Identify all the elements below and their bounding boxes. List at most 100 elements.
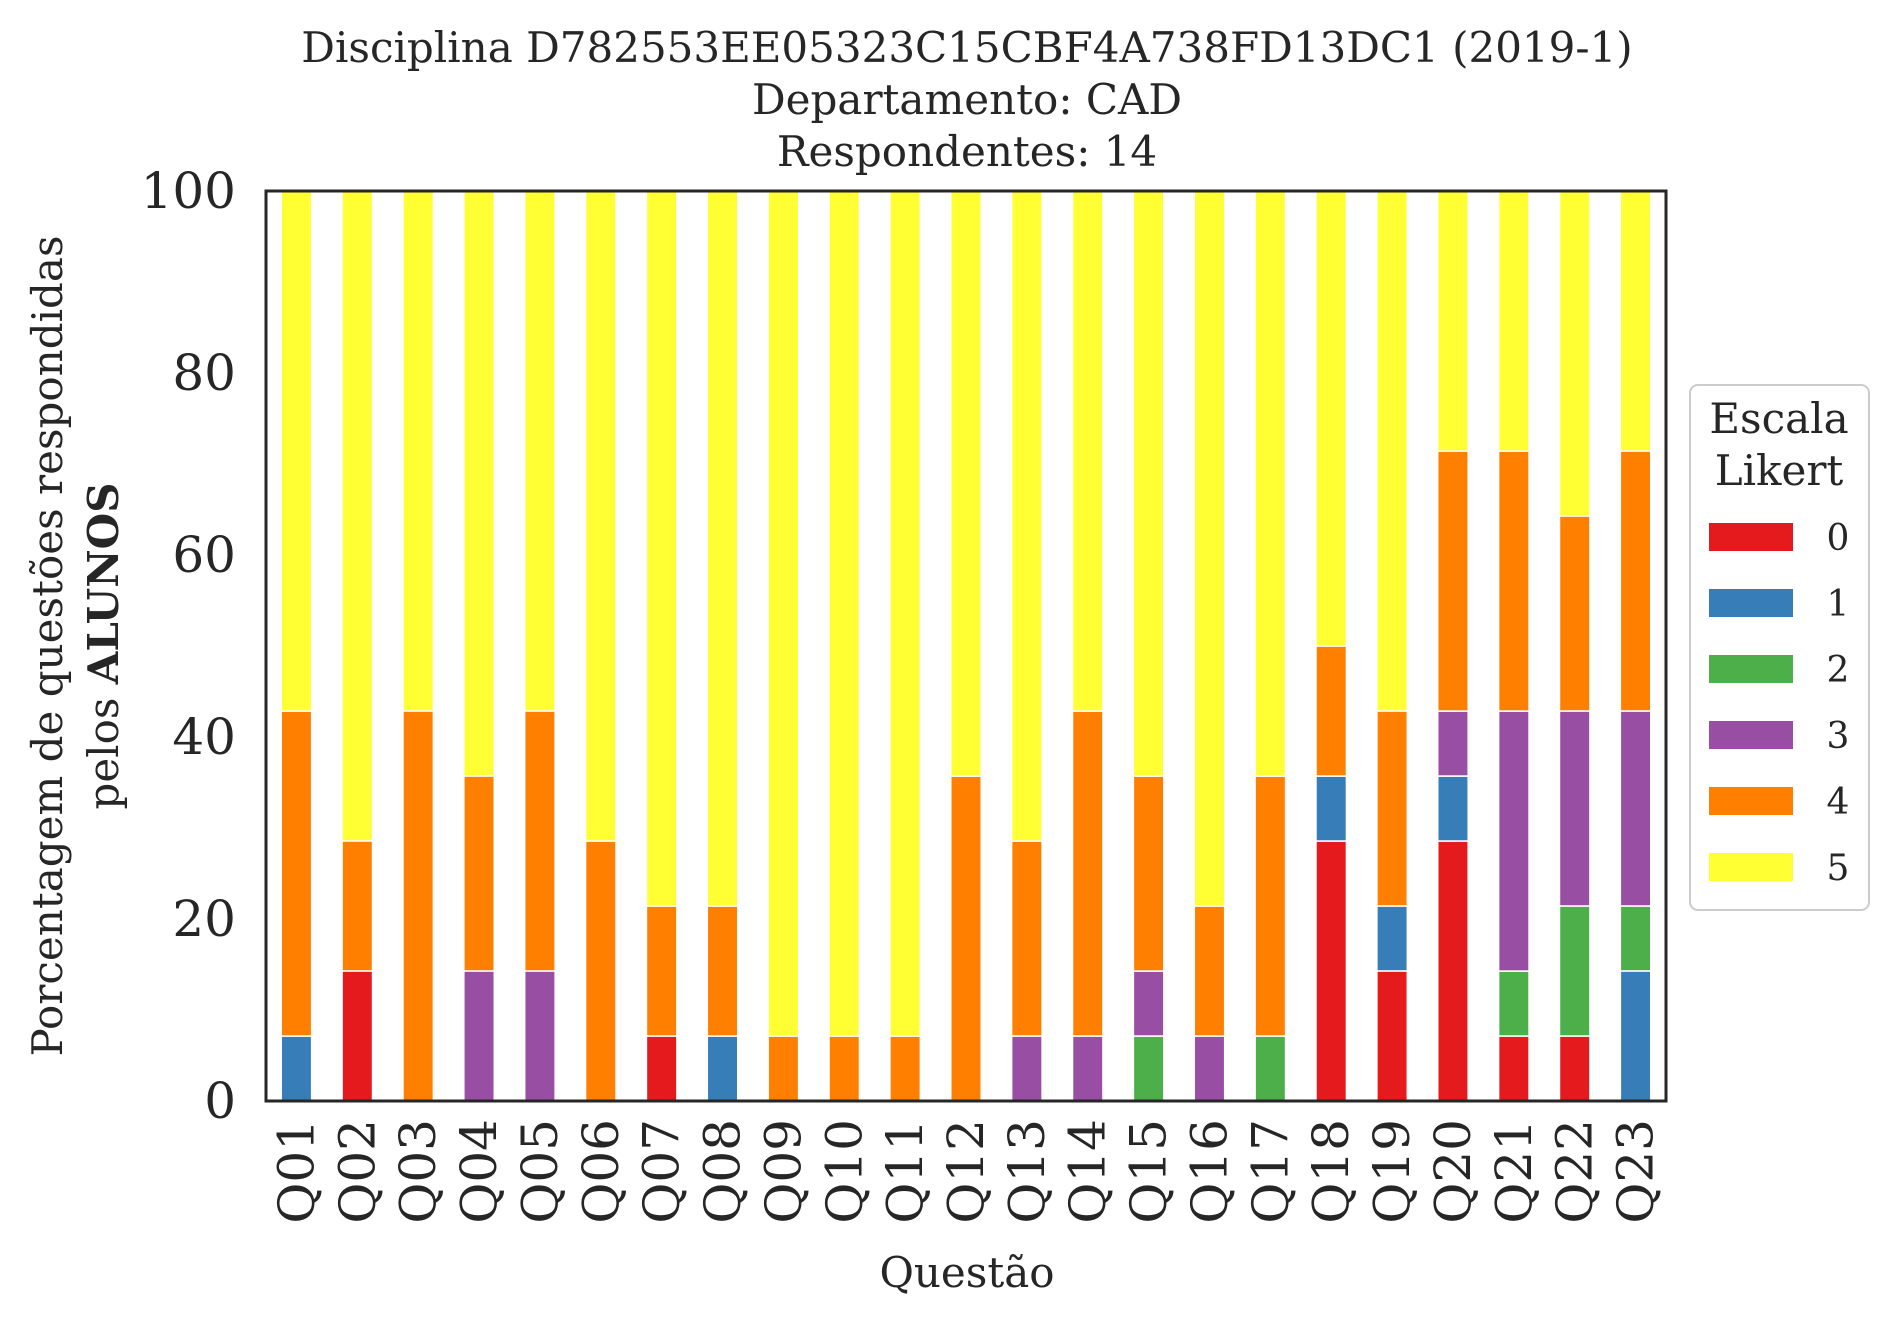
bar-segment-q21-likert-4 — [1497, 450, 1530, 712]
bar-segment-q19-likert-0 — [1376, 970, 1409, 1102]
bar-segment-q04-likert-3 — [463, 970, 496, 1102]
x-tick-label-q01: Q01 — [267, 1119, 325, 1224]
bar-segment-q22-likert-0 — [1558, 1035, 1591, 1102]
bar-segment-q21-likert-3 — [1497, 710, 1530, 972]
y-axis-label-prefix: pelos — [79, 684, 128, 809]
y-tick-label-60: 60 — [172, 526, 236, 584]
bars — [280, 190, 1652, 1102]
bar-segment-q08-likert-1 — [706, 1035, 739, 1102]
bar-segment-q21-likert-5 — [1497, 190, 1530, 452]
bar-segment-q12-likert-5 — [950, 190, 982, 777]
bar-segment-q07-likert-0 — [645, 1035, 678, 1102]
bar-segment-q14-likert-4 — [1071, 710, 1104, 1037]
bar-segment-q11-likert-5 — [889, 190, 922, 1037]
bar-segment-q09-likert-4 — [767, 1035, 800, 1102]
bar-segment-q23-likert-2 — [1619, 905, 1652, 972]
bar-segment-q19-likert-5 — [1376, 190, 1409, 712]
bar-segment-q23-likert-4 — [1619, 450, 1652, 712]
bar-segment-q13-likert-3 — [1010, 1035, 1043, 1102]
bar-segment-q23-likert-5 — [1619, 190, 1652, 452]
bar-segment-q22-likert-5 — [1558, 190, 1591, 517]
x-axis-label: Questão — [879, 1248, 1054, 1297]
legend-label-likert-1: 1 — [1827, 584, 1850, 625]
x-tick-label-q15: Q15 — [1120, 1119, 1178, 1224]
bar-segment-q17-likert-5 — [1254, 190, 1287, 777]
bar-segment-q08-likert-5 — [706, 190, 739, 907]
y-axis-ticks: 0 20 40 60 80 100 — [141, 162, 236, 1130]
bar-segment-q04-likert-5 — [463, 190, 496, 777]
y-axis-label-line-1: Porcentagem de questões respondidas — [23, 235, 72, 1056]
x-tick-label-q23: Q23 — [1607, 1119, 1665, 1224]
x-tick-label-q12: Q12 — [937, 1119, 995, 1224]
bar-segment-q20-likert-1 — [1436, 775, 1469, 842]
legend-label-likert-0: 0 — [1827, 518, 1850, 559]
legend-label-likert-5: 5 — [1827, 848, 1850, 889]
legend-title-line-1: Escala — [1709, 394, 1848, 443]
x-tick-label-q05: Q05 — [511, 1119, 569, 1224]
bar-segment-q09-likert-5 — [767, 190, 800, 1037]
title-line-1: Disciplina D782553EE05323C15CBF4A738FD13… — [301, 23, 1632, 72]
legend-frame — [1689, 384, 1870, 911]
x-tick-label-q16: Q16 — [1180, 1119, 1238, 1224]
bar-segment-q03-likert-4 — [402, 710, 435, 1102]
bar-segment-q06-likert-4 — [584, 840, 617, 1102]
legend-swatch-likert-1 — [1709, 589, 1793, 617]
bar-segment-q15-likert-4 — [1132, 775, 1165, 972]
bar-segment-q05-likert-4 — [523, 710, 556, 972]
x-tick-label-q08: Q08 — [694, 1119, 752, 1224]
bar-segment-q02-likert-5 — [341, 190, 374, 842]
x-tick-label-q19: Q19 — [1363, 1119, 1421, 1224]
legend: Escala Likert 0 1 2 3 4 5 — [1689, 384, 1870, 911]
bar-segment-q06-likert-5 — [584, 190, 617, 842]
plot-frame — [264, 189, 1668, 1103]
bar-segment-q22-likert-4 — [1558, 515, 1591, 712]
y-tick-label-80: 80 — [172, 344, 236, 402]
legend-label-likert-3: 3 — [1827, 716, 1850, 757]
bar-segment-q17-likert-4 — [1254, 775, 1287, 1037]
bar-segment-q23-likert-1 — [1619, 970, 1652, 1102]
bar-segment-q02-likert-4 — [341, 840, 374, 972]
bar-segment-q16-likert-4 — [1193, 905, 1226, 1037]
bar-segment-q20-likert-3 — [1436, 710, 1469, 777]
bar-segment-q18-likert-5 — [1315, 190, 1348, 647]
x-axis-ticks: Q01 Q02 Q03 Q04 Q05 Q06 Q07 Q08 Q09 Q10 Q11 Q12 Q13 Q… — [267, 1119, 1664, 1224]
y-tick-label-0: 0 — [204, 1072, 236, 1130]
bar-segment-q20-likert-0 — [1436, 840, 1469, 1102]
bar-segment-q16-likert-3 — [1193, 1035, 1226, 1102]
title-line-2: Departamento: CAD — [752, 75, 1182, 124]
title-line-3: Respondentes: 14 — [777, 127, 1157, 176]
legend-swatch-likert-2 — [1709, 655, 1793, 683]
bar-segment-q11-likert-4 — [889, 1035, 922, 1102]
y-axis-label-bold: ALUNOS — [79, 482, 128, 685]
x-tick-label-q13: Q13 — [998, 1119, 1056, 1224]
bar-segment-q21-likert-0 — [1497, 1035, 1530, 1102]
bar-segment-q20-likert-5 — [1436, 190, 1469, 452]
bar-segment-q18-likert-0 — [1315, 840, 1348, 1102]
bar-segment-q04-likert-4 — [463, 775, 496, 972]
x-tick-label-q22: Q22 — [1546, 1119, 1604, 1224]
x-tick-label-q20: Q20 — [1424, 1119, 1482, 1224]
x-tick-label-q06: Q06 — [572, 1119, 630, 1224]
y-axis-label-line-2: pelos ALUNOS — [79, 482, 128, 809]
bar-segment-q18-likert-1 — [1315, 775, 1348, 842]
bar-segment-q03-likert-5 — [402, 190, 435, 712]
bar-segment-q14-likert-3 — [1071, 1035, 1104, 1102]
bar-segment-q12-likert-4 — [950, 775, 982, 1102]
bar-segment-q08-likert-4 — [706, 905, 739, 1037]
bar-segment-q13-likert-4 — [1010, 840, 1043, 1037]
bar-segment-q02-likert-0 — [341, 970, 374, 1102]
bar-segment-q15-likert-2 — [1132, 1035, 1165, 1102]
bar-segment-q05-likert-5 — [523, 190, 556, 712]
bar-segment-q10-likert-5 — [828, 190, 861, 1037]
x-tick-label-q09: Q09 — [754, 1119, 812, 1224]
bar-segment-q17-likert-2 — [1254, 1035, 1287, 1102]
x-tick-label-q07: Q07 — [633, 1119, 691, 1224]
legend-label-likert-4: 4 — [1827, 782, 1850, 823]
bar-segment-q13-likert-5 — [1010, 190, 1043, 842]
legend-title-line-2: Likert — [1715, 446, 1844, 495]
y-tick-label-100: 100 — [141, 162, 236, 220]
x-tick-label-q02: Q02 — [328, 1119, 386, 1224]
bar-segment-q05-likert-3 — [523, 970, 556, 1102]
